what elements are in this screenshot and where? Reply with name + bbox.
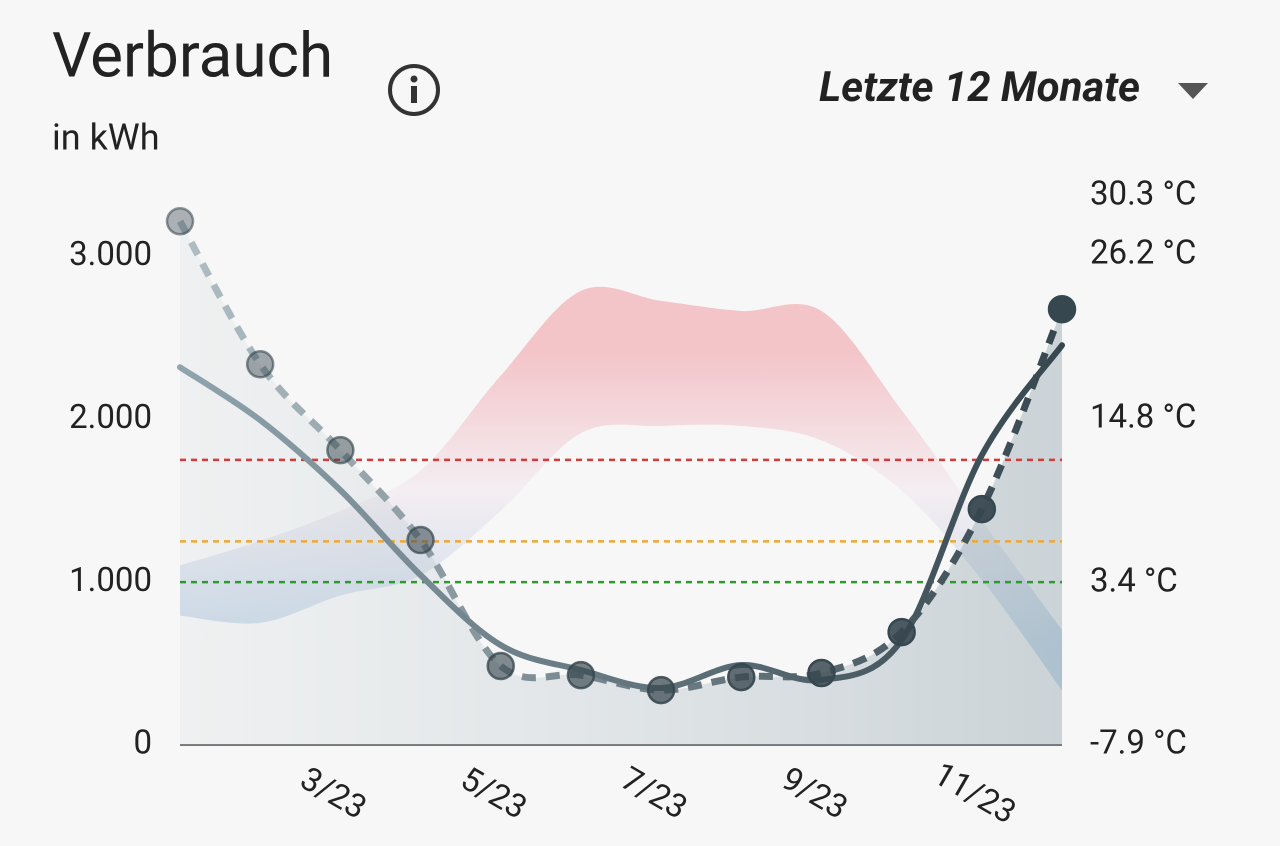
y2-tick-label: 14.8 °C — [1090, 397, 1196, 436]
y-tick-label: 2.000 — [69, 398, 152, 437]
info-circle — [388, 64, 440, 116]
period-dropdown[interactable]: Letzte 12 Monate — [819, 63, 1208, 112]
info-dot — [410, 75, 418, 83]
info-stem — [411, 86, 417, 103]
data-point — [566, 660, 596, 690]
data-point — [245, 350, 275, 379]
y-tick-label: 1.000 — [69, 561, 152, 600]
comparison-line — [177, 342, 1065, 691]
y2-tick-label: 26.2 °C — [1090, 234, 1196, 273]
data-point — [165, 207, 195, 236]
x-tick-label: 5/23 — [454, 759, 533, 827]
x-tick-label: 3/23 — [294, 759, 373, 827]
data-point — [727, 662, 756, 692]
x-tick-label: 11/23 — [927, 755, 1023, 833]
data-point — [486, 651, 515, 681]
x-tick-label: 9/23 — [775, 759, 854, 827]
temperature-band — [180, 286, 1062, 691]
x-tick-label: 7/23 — [614, 759, 693, 827]
period-label: Letzte 12 Monate — [819, 63, 1140, 112]
chart-title: Verbrauch — [52, 19, 333, 92]
dropdown-arrow — [1178, 83, 1208, 99]
chart-subtitle: in kWh — [52, 117, 160, 159]
y2-tick-label: 30.3 °C — [1090, 175, 1196, 214]
data-point — [807, 658, 836, 688]
data-point — [646, 675, 676, 705]
info-icon[interactable] — [388, 64, 440, 116]
data-point — [967, 494, 997, 524]
y-tick-label: 3.000 — [69, 235, 152, 274]
data-point — [887, 617, 916, 647]
y-tick-label: 0 — [133, 724, 152, 763]
y2-tick-label: -7.9 °C — [1090, 724, 1187, 763]
data-point — [1047, 294, 1077, 324]
consumption-area — [180, 221, 1062, 746]
data-point — [326, 435, 355, 465]
y2-tick-label: 3.4 °C — [1090, 561, 1178, 600]
data-point — [406, 525, 435, 555]
